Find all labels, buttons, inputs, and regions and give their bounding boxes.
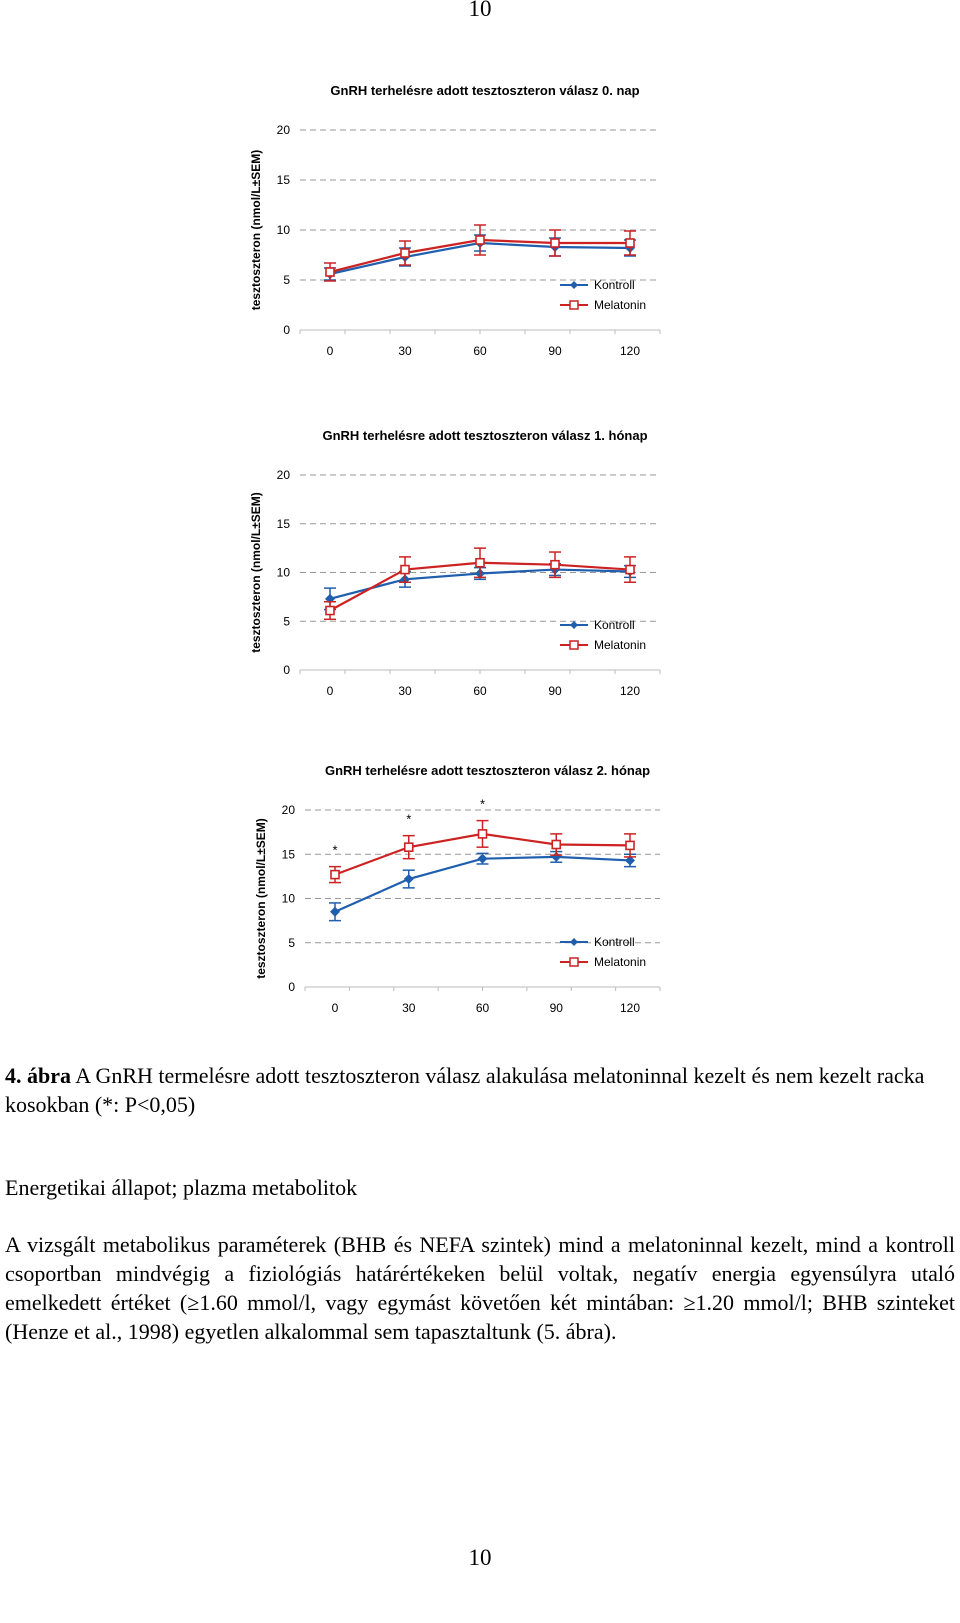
y-axis-label: tesztoszteron (nmol/L±SEM)	[254, 818, 268, 979]
y-axis-label: tesztoszteron (nmol/L±SEM)	[249, 150, 263, 311]
x-tick-label: 90	[550, 1001, 564, 1015]
chart-day0: GnRH terhelésre adott tesztoszteron vála…	[0, 70, 960, 400]
x-tick-label: 120	[620, 684, 640, 698]
data-point-melatonin	[400, 564, 410, 575]
significance-marker: *	[332, 843, 337, 858]
chart-title: GnRH terhelésre adott tesztoszteron vála…	[322, 428, 647, 443]
data-point-melatonin	[625, 238, 635, 248]
figure-label: 4. ábra	[5, 1063, 71, 1088]
chart-svg: GnRH terhelésre adott tesztoszteron vála…	[249, 428, 661, 698]
data-point-melatonin	[551, 839, 562, 850]
significance-marker: *	[480, 797, 485, 812]
data-point-melatonin	[330, 869, 340, 880]
chart-month2: GnRH terhelésre adott tesztoszteron vála…	[0, 750, 960, 1050]
chart-svg: GnRH terhelésre adott tesztoszteron vála…	[254, 763, 661, 1015]
y-tick-label: 10	[277, 223, 291, 237]
legend-marker-melatonin	[569, 957, 579, 967]
x-tick-label: 120	[620, 1001, 640, 1015]
y-tick-label: 10	[282, 892, 296, 906]
page-number-bottom: 10	[468, 1545, 492, 1570]
y-tick-label: 20	[277, 123, 291, 137]
y-tick-label: 20	[282, 803, 296, 817]
x-tick-label: 30	[398, 344, 412, 358]
y-tick-label: 0	[283, 663, 290, 677]
data-point-melatonin	[325, 267, 335, 277]
data-point-kontroll	[403, 874, 414, 885]
x-tick-label: 0	[327, 684, 334, 698]
y-tick-label: 5	[288, 936, 295, 950]
data-point-kontroll	[330, 906, 340, 917]
significance-marker: *	[406, 812, 411, 827]
data-point-kontroll	[325, 593, 335, 604]
data-point-kontroll	[477, 853, 488, 864]
y-tick-label: 5	[283, 273, 290, 287]
data-point-melatonin	[325, 605, 335, 616]
section-heading: Energetikai állapot; plazma metabolitok	[5, 1175, 358, 1200]
figure-caption-text: A GnRH termelésre adott tesztoszteron vá…	[5, 1063, 925, 1117]
data-point-kontroll	[625, 855, 635, 866]
body-paragraph: A vizsgált metabolikus paraméterek (BHB …	[5, 1232, 955, 1344]
data-point-melatonin	[550, 559, 560, 570]
data-point-melatonin	[475, 557, 485, 568]
y-tick-label: 5	[283, 614, 290, 628]
y-tick-label: 15	[277, 517, 291, 531]
x-tick-label: 60	[473, 344, 487, 358]
data-point-melatonin	[477, 829, 488, 839]
y-tick-label: 10	[277, 566, 291, 580]
x-tick-label: 0	[332, 1001, 339, 1015]
legend-label-melatonin: Melatonin	[594, 955, 646, 969]
figure-caption: 4. ábra A GnRH termelésre adott tesztosz…	[5, 1061, 953, 1119]
page-number-top: 10	[468, 0, 492, 21]
y-axis-label: tesztoszteron (nmol/L±SEM)	[249, 492, 263, 653]
y-tick-label: 15	[282, 847, 296, 861]
x-tick-label: 30	[398, 684, 412, 698]
legend-marker-kontroll	[570, 621, 578, 629]
data-point-melatonin	[403, 842, 414, 852]
data-point-melatonin	[625, 564, 635, 575]
series-line-kontroll	[334, 855, 631, 913]
legend-label-melatonin: Melatonin	[594, 298, 646, 312]
data-point-melatonin	[475, 235, 485, 245]
data-point-melatonin	[625, 840, 635, 851]
chart-month1: GnRH terhelésre adott tesztoszteron vála…	[0, 415, 960, 745]
legend-label-kontroll: Kontroll	[594, 278, 635, 292]
legend-label-kontroll: Kontroll	[594, 618, 635, 632]
legend-marker-melatonin	[569, 300, 579, 310]
legend-marker-melatonin	[569, 640, 579, 650]
x-tick-label: 120	[620, 344, 640, 358]
legend-label-kontroll: Kontroll	[594, 935, 635, 949]
legend-label-melatonin: Melatonin	[594, 638, 646, 652]
x-tick-label: 0	[327, 344, 334, 358]
data-point-melatonin	[550, 238, 560, 248]
x-tick-label: 90	[548, 684, 562, 698]
x-tick-label: 60	[473, 684, 487, 698]
legend-marker-kontroll	[570, 281, 578, 289]
y-tick-label: 15	[277, 173, 291, 187]
x-tick-label: 60	[476, 1001, 490, 1015]
chart-svg: GnRH terhelésre adott tesztoszteron vála…	[249, 83, 661, 358]
chart-title: GnRH terhelésre adott tesztoszteron vála…	[325, 763, 650, 778]
x-tick-label: 30	[402, 1001, 416, 1015]
data-point-melatonin	[400, 248, 410, 258]
y-tick-label: 20	[277, 468, 291, 482]
x-tick-label: 90	[548, 344, 562, 358]
legend-marker-kontroll	[570, 938, 578, 946]
y-tick-label: 0	[288, 980, 295, 994]
chart-title: GnRH terhelésre adott tesztoszteron vála…	[330, 83, 639, 98]
y-tick-label: 0	[283, 323, 290, 337]
